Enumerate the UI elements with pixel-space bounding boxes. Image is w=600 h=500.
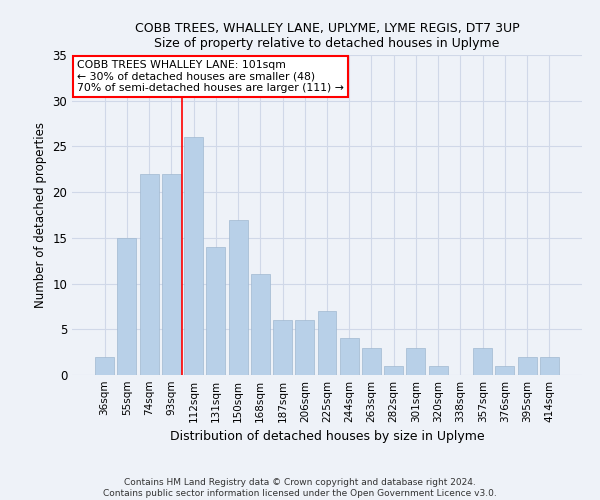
Bar [473,348,492,375]
Bar [295,320,314,375]
Title: COBB TREES, WHALLEY LANE, UPLYME, LYME REGIS, DT7 3UP
Size of property relative : COBB TREES, WHALLEY LANE, UPLYME, LYME R… [134,22,520,50]
Bar [118,238,136,375]
Bar [140,174,158,375]
Bar [95,356,114,375]
Bar [206,247,225,375]
Bar [406,348,425,375]
Bar [429,366,448,375]
Bar [273,320,292,375]
Bar [362,348,381,375]
Bar [384,366,403,375]
Bar [184,138,203,375]
Y-axis label: Number of detached properties: Number of detached properties [34,122,47,308]
Bar [229,220,248,375]
Bar [540,356,559,375]
Bar [496,366,514,375]
Bar [317,311,337,375]
X-axis label: Distribution of detached houses by size in Uplyme: Distribution of detached houses by size … [170,430,484,444]
Bar [340,338,359,375]
Bar [162,174,181,375]
Text: Contains HM Land Registry data © Crown copyright and database right 2024.
Contai: Contains HM Land Registry data © Crown c… [103,478,497,498]
Bar [518,356,536,375]
Text: COBB TREES WHALLEY LANE: 101sqm
← 30% of detached houses are smaller (48)
70% of: COBB TREES WHALLEY LANE: 101sqm ← 30% of… [77,60,344,93]
Bar [251,274,270,375]
